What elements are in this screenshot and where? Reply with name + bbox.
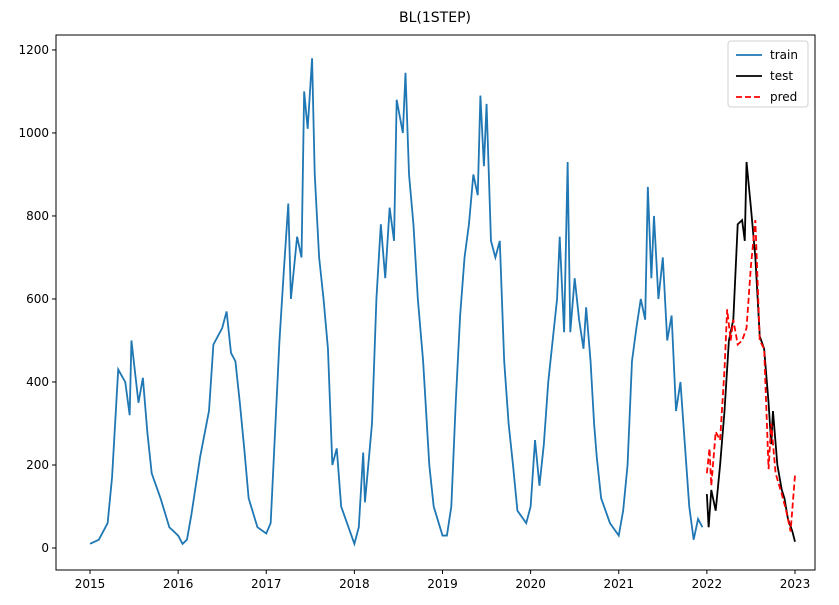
series-line: [705, 161, 796, 543]
series-line: [89, 58, 704, 547]
legend-box: [727, 40, 809, 108]
y-tick-label: 1200: [18, 43, 49, 57]
y-tick-label: 400: [26, 375, 49, 389]
legend-label: pred: [770, 90, 797, 104]
y-tick-label: 600: [26, 292, 49, 306]
chart-title: BL(1STEP): [399, 10, 471, 26]
plot-frame: [55, 34, 816, 571]
y-tick-label: 1000: [18, 126, 49, 140]
y-tick-label: 800: [26, 209, 49, 223]
x-tick-label: 2018: [339, 577, 370, 591]
x-tick-label: 2020: [515, 577, 546, 591]
x-tick-label: 2023: [780, 577, 811, 591]
series-line: [705, 220, 796, 532]
x-tick-label: 2017: [251, 577, 282, 591]
y-tick-label: 0: [41, 541, 49, 555]
x-tick-label: 2016: [163, 577, 194, 591]
x-tick-label: 2022: [692, 577, 723, 591]
legend-label: train: [770, 48, 798, 62]
x-tick-label: 2021: [603, 577, 634, 591]
y-tick-label: 200: [26, 458, 49, 472]
x-tick-label: 2019: [427, 577, 458, 591]
legend-label: test: [770, 69, 793, 83]
x-tick-label: 2015: [75, 577, 106, 591]
